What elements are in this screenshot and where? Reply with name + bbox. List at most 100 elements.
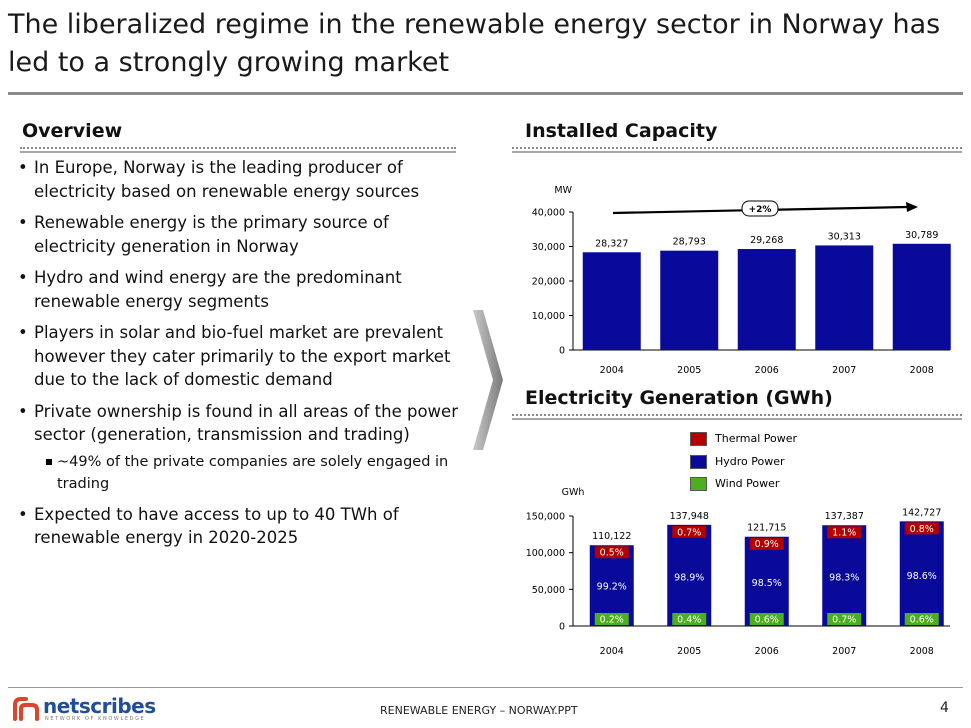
legend-swatch-hydro <box>690 454 707 469</box>
generation-hydro-label: 99.2% <box>597 582 627 593</box>
generation-total-label: 121,715 <box>747 523 786 534</box>
capacity-value-label: 30,789 <box>905 230 938 241</box>
generation-wind-label: 0.4% <box>677 615 701 626</box>
overview-bullet: • Players in solar and bio-fuel market ar… <box>18 323 451 389</box>
generation-hydro-label: 98.3% <box>829 573 859 584</box>
bullet-marker: • <box>18 213 28 232</box>
legend-item-thermal: Thermal Power <box>690 428 797 451</box>
capacity-y-tick-label: 10,000 <box>532 311 565 322</box>
capacity-growth-label: +2% <box>749 205 772 215</box>
generation-wind-label: 0.6% <box>755 615 779 626</box>
generation-thermal-tag <box>672 525 707 538</box>
generation-wind-label: 0.2% <box>600 615 624 626</box>
capacity-y-tick-label: 0 <box>559 346 565 357</box>
capacity-value-label: 30,313 <box>828 231 861 242</box>
capacity-trend-arrowhead <box>906 202 918 212</box>
legend-item-wind: Wind Power <box>690 473 797 496</box>
generation-thermal-tag <box>594 546 629 559</box>
footer-divider <box>8 687 963 688</box>
capacity-bar <box>582 252 641 350</box>
legend-swatch-thermal <box>690 432 707 446</box>
overview-heading: Overview <box>22 120 123 142</box>
netscribes-logo: netscribes NETWORK OF KNOWLEDGE <box>12 694 156 722</box>
capacity-bar <box>892 243 951 350</box>
generation-wind-tag <box>594 613 629 625</box>
generation-total-label: 137,948 <box>670 511 709 522</box>
generation-thermal-tag <box>749 537 784 550</box>
legend-swatch-wind <box>690 477 707 491</box>
overview-bullet: • In Europe, Norway is the leading produc… <box>18 158 420 201</box>
generation-wind-tag <box>827 613 862 625</box>
capacity-x-tick-label: 2004 <box>600 365 624 376</box>
overview-bullet: • Expected to have access to up to 40 TWh… <box>18 504 399 548</box>
generation-wind-tag <box>749 613 784 625</box>
legend-item-hydro: Hydro Power <box>690 451 797 474</box>
overview-bullet: • Private ownership is found in all areas… <box>18 401 458 445</box>
generation-wind-tag <box>904 613 939 625</box>
generation-bar-hydro <box>822 525 867 626</box>
generation-x-tick-label: 2007 <box>832 646 856 657</box>
capacity-y-unit: MW <box>554 185 572 196</box>
capacity-y-tick-label: 20,000 <box>532 277 565 288</box>
generation-hydro-label: 98.9% <box>674 572 704 583</box>
generation-wind-label: 0.6% <box>910 615 934 626</box>
capacity-y-tick-label: 30,000 <box>532 242 565 253</box>
capacity-heading: Installed Capacity <box>525 120 718 142</box>
generation-y-tick-label: 100,000 <box>526 548 565 559</box>
capacity-bar <box>737 249 796 350</box>
generation-x-tick-label: 2006 <box>755 646 779 657</box>
overview-list: • In Europe, Norway is the leading produc… <box>18 156 458 558</box>
bullet-marker: • <box>18 268 28 287</box>
generation-thermal-tag <box>904 522 939 535</box>
generation-x-tick-label: 2004 <box>600 646 624 657</box>
generation-total-label: 137,387 <box>825 511 864 522</box>
logo-tagline: NETWORK OF KNOWLEDGE <box>45 716 146 722</box>
slide-title: The liberalized regime in the renewable … <box>8 9 941 78</box>
title-divider <box>8 92 963 95</box>
generation-wind-tag <box>672 613 707 625</box>
generation-thermal-tag <box>827 526 862 539</box>
generation-y-tick-label: 0 <box>559 622 565 633</box>
page-number: 4 <box>940 700 949 716</box>
generation-bar-hydro <box>899 521 944 626</box>
capacity-value-label: 28,793 <box>673 237 706 248</box>
generation-thermal-label: 1.1% <box>832 528 856 539</box>
capacity-value-label: 28,327 <box>595 238 628 249</box>
capacity-value-label: 29,268 <box>750 235 783 246</box>
generation-y-tick-label: 50,000 <box>532 585 565 596</box>
bullet-marker: • <box>18 504 28 524</box>
footer-file-name: RENEWABLE ENERGY – NORWAY.PPT <box>380 704 578 717</box>
square-bullet-icon <box>46 458 52 465</box>
capacity-x-tick-label: 2006 <box>755 365 779 376</box>
generation-x-tick-label: 2005 <box>677 646 701 657</box>
logo-icon <box>13 697 39 721</box>
bullet-marker: • <box>18 158 28 177</box>
generation-total-label: 110,122 <box>592 531 631 542</box>
overview-dotted-rule <box>20 147 456 149</box>
generation-dotted-rule <box>512 414 962 416</box>
capacity-rule <box>512 151 962 153</box>
generation-legend: Thermal Power Hydro Power Wind Power <box>690 428 797 496</box>
generation-bar-hydro <box>667 524 712 626</box>
generation-bar-hydro <box>589 545 634 626</box>
generation-thermal-label: 0.8% <box>910 524 934 535</box>
generation-total-label: 142,727 <box>902 507 941 518</box>
capacity-x-tick-label: 2007 <box>832 365 856 376</box>
overview-sub-bullet: ~49% of the private companies are solely… <box>46 451 458 495</box>
capacity-bar <box>660 250 719 350</box>
generation-heading: Electricity Generation (GWh) <box>525 387 833 409</box>
generation-x-tick-label: 2008 <box>910 646 934 657</box>
generation-thermal-label: 0.9% <box>755 539 779 550</box>
overview-rule <box>20 151 456 153</box>
generation-y-tick-label: 150,000 <box>526 512 565 523</box>
bullet-marker: • <box>18 323 28 342</box>
generation-thermal-label: 0.7% <box>677 527 701 538</box>
logo-wordmark: netscribes <box>43 694 156 718</box>
capacity-growth-badge <box>741 200 779 217</box>
generation-thermal-label: 0.5% <box>600 548 624 559</box>
generation-wind-label: 0.7% <box>832 615 856 626</box>
generation-rule <box>512 418 962 420</box>
generation-hydro-label: 98.5% <box>752 578 782 589</box>
capacity-bar <box>815 245 874 350</box>
